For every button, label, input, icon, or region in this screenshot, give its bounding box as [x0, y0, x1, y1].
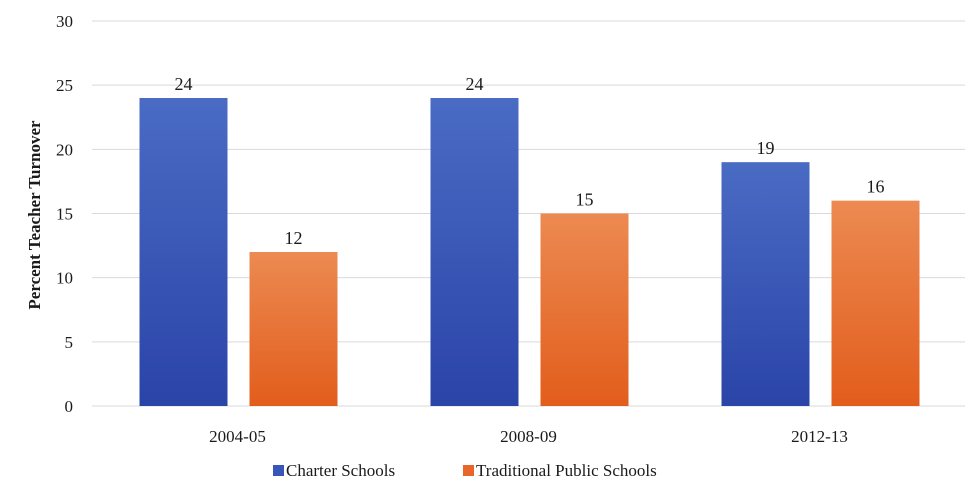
- x-category-label: 2004-05: [209, 427, 266, 446]
- y-tick-label: 10: [56, 269, 73, 288]
- y-axis-label: Percent Teacher Turnover: [25, 120, 44, 310]
- y-axis-ticks: 0 5 10 15 20 25 30: [56, 12, 73, 416]
- data-labels: 24 12 24 15 19 16: [175, 74, 885, 248]
- legend-swatch: [463, 465, 474, 476]
- bar-charter-2008-09: [430, 98, 519, 406]
- y-tick-label: 30: [56, 12, 73, 31]
- data-label: 24: [466, 74, 484, 94]
- bar-traditional-2008-09: [540, 213, 629, 406]
- y-tick-label: 15: [56, 205, 73, 224]
- data-label: 15: [576, 190, 594, 210]
- data-label: 24: [175, 74, 193, 94]
- bar-traditional-2012-13: [831, 200, 920, 406]
- x-category-label: 2012-13: [791, 427, 848, 446]
- legend-swatch: [273, 465, 284, 476]
- y-tick-label: 25: [56, 76, 73, 95]
- gridlines: [92, 20, 965, 407]
- bar-charter-2004-05: [139, 98, 228, 406]
- bar-traditional-2004-05: [249, 252, 338, 406]
- y-tick-label: 5: [65, 333, 74, 352]
- legend: Charter Schools Traditional Public School…: [273, 461, 657, 480]
- x-category-label: 2008-09: [500, 427, 557, 446]
- y-tick-label: 0: [65, 397, 74, 416]
- legend-label: Charter Schools: [286, 461, 395, 480]
- bar-charter-2012-13: [721, 162, 810, 406]
- data-label: 16: [867, 177, 885, 197]
- data-label: 12: [285, 228, 303, 248]
- legend-label: Traditional Public Schools: [476, 461, 657, 480]
- y-tick-label: 20: [56, 140, 73, 159]
- x-axis-categories: 2004-05 2008-09 2012-13: [209, 427, 848, 446]
- bars: [139, 98, 920, 406]
- data-label: 19: [757, 138, 775, 158]
